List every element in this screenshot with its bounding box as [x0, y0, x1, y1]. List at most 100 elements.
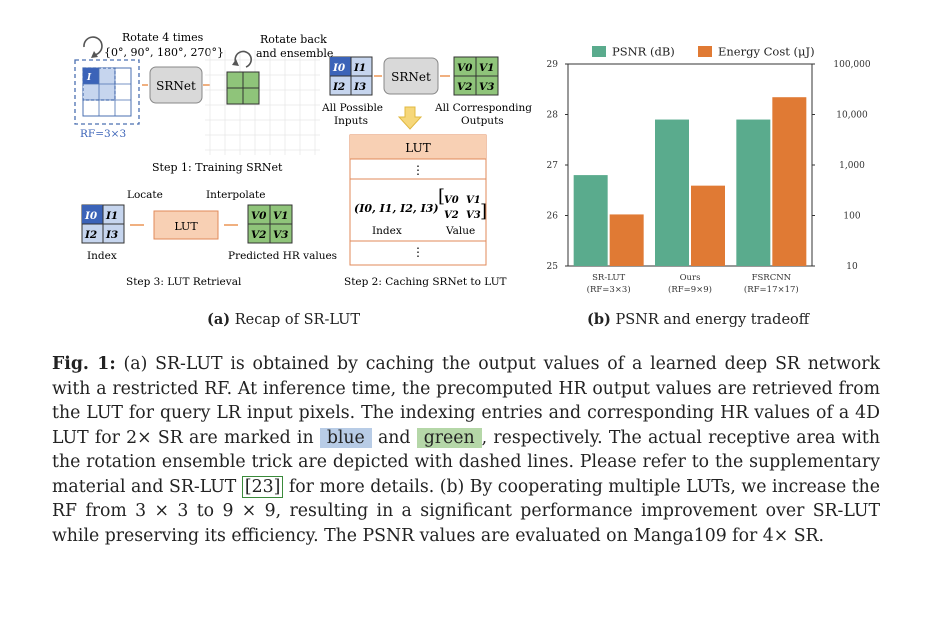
rotate-arrow-icon [83, 36, 103, 56]
i0-label: I [86, 73, 92, 83]
query-cell-1: I1 [105, 210, 118, 222]
psnr-energy-chart: 2526272829101001,00010,000100,000SR-LUT(… [547, 45, 871, 296]
caption-part3: for more details. (b) By cooperating mul… [52, 476, 880, 546]
input-patch-grid [74, 59, 140, 125]
matrix-bracket-right: ] [480, 201, 487, 222]
caption-part1: (a) SR-LUT is obtained by caching the ou… [52, 354, 880, 448]
left-tick-label: 29 [547, 60, 559, 70]
output-cell-0: V0 [457, 62, 473, 74]
subcaption-b-text: PSNR and energy tradeoff [615, 312, 810, 328]
figure-caption: Fig. 1: (a) SR-LUT is obtained by cachin… [52, 352, 880, 548]
lut-v1: V1 [466, 195, 481, 206]
query-index-grid [81, 204, 125, 244]
rotate-back-icon [234, 50, 252, 68]
left-tick-label: 28 [547, 111, 559, 121]
srnet-box-1 [149, 66, 203, 104]
input-cell-3: I3 [353, 81, 366, 93]
right-tick-label: 10 [846, 262, 858, 272]
caption-and: and [371, 427, 417, 448]
lut-dots-top: ⋮ [412, 163, 424, 177]
predicted-hr-label: Predicted HR values [228, 250, 337, 262]
all-corr-2: Outputs [461, 115, 504, 127]
step3-index-label: Index [87, 250, 117, 262]
lut-value-word: Value [445, 225, 475, 237]
category-label: Ours [680, 273, 701, 283]
output-cell-3: V3 [479, 81, 494, 93]
interpolate-label: Interpolate [206, 189, 265, 201]
rf-label: RF=3×3 [80, 128, 126, 140]
srnet-label-2: SRNet [391, 70, 431, 84]
query-cell-0: I0 [84, 210, 98, 222]
legend-label-1: Energy Cost (μJ) [718, 45, 815, 59]
query-cell-2: I2 [84, 229, 97, 241]
rotate4-title: Rotate 4 times [122, 31, 204, 44]
lut-table [349, 134, 487, 266]
energy-bar-2 [772, 97, 807, 266]
category-label: SR-LUT [592, 273, 625, 283]
hat-cell-0: V0 [251, 210, 267, 222]
psnr-bar-1 [655, 119, 689, 266]
srnet-label-1: SRNet [156, 79, 196, 93]
hat-cell-2: V2 [251, 229, 266, 241]
right-tick-label: 10,000 [836, 111, 868, 121]
right-tick-label: 1,000 [839, 161, 865, 171]
subcaption-a-tag: (a) [207, 311, 231, 328]
right-tick-label: 100 [843, 212, 860, 222]
all-corr-1: All Corresponding [434, 102, 532, 114]
all-inputs-grid [329, 56, 373, 96]
legend-swatch-0 [592, 46, 606, 57]
input-cell-2: I2 [332, 81, 345, 93]
citation-link[interactable]: [23] [241, 475, 284, 498]
lut-v0: V0 [444, 195, 459, 206]
psnr-bar-0 [573, 175, 608, 266]
query-cell-3: I3 [105, 229, 118, 241]
output-cell-2: V2 [457, 81, 472, 93]
lut-v3: V3 [466, 210, 481, 221]
lut-small-box [153, 210, 219, 240]
rotate-back-1: Rotate back [260, 33, 327, 46]
rotate-back-2: and ensemble [256, 47, 333, 60]
matrix-bracket-left: [ [438, 186, 445, 207]
hat-cell-3: V3 [273, 229, 288, 241]
sr-lut-diagram: Rotate 4 times {0°, 90°, 180°, 270°} I R… [74, 31, 532, 288]
step1-label: Step 1: Training SRNet [152, 161, 283, 174]
hat-cell-1: V1 [273, 210, 288, 222]
caption-part2: , respectively. The actual receptive are… [52, 427, 880, 497]
lut-small-label: LUT [174, 220, 198, 233]
lut-dots-bottom: ⋮ [412, 245, 424, 259]
lut-index-tuple: (I0, I1, I2, I3) [354, 202, 439, 215]
right-tick-label: 100,000 [833, 60, 870, 70]
step3-label: Step 3: LUT Retrieval [126, 276, 242, 288]
down-arrow-icon [397, 106, 423, 130]
input-cell-1: I1 [353, 62, 366, 74]
legend-swatch-1 [698, 46, 712, 57]
all-possible-1: All Possible [321, 102, 383, 114]
left-tick-label: 27 [547, 161, 559, 171]
all-possible-2: Inputs [334, 115, 368, 127]
subcaption-b-tag: (b) [587, 311, 611, 328]
left-tick-label: 25 [547, 262, 559, 272]
psnr-bar-2 [736, 119, 771, 266]
subcaption-a-text: Recap of SR-LUT [234, 312, 361, 328]
category-sublabel: (RF=9×9) [668, 284, 712, 295]
category-label: FSRCNN [752, 273, 792, 283]
subcaption-a: (a) Recap of SR-LUT [207, 311, 360, 328]
lut-v2: V2 [444, 210, 459, 221]
energy-bar-1 [691, 185, 725, 266]
input-cell-0: I0 [332, 62, 346, 74]
figure-label: Fig. 1: [52, 354, 116, 374]
all-outputs-grid [453, 56, 499, 96]
caption-blue-highlight: blue [319, 427, 372, 448]
output-cell-1: V1 [479, 62, 494, 74]
lut-index-word: Index [372, 225, 402, 237]
caption-green-highlight: green [416, 427, 482, 448]
srnet-box-2 [383, 57, 439, 95]
energy-bar-0 [609, 214, 644, 266]
legend-label-0: PSNR (dB) [612, 45, 675, 59]
predicted-hr-grid [247, 204, 293, 244]
rotate4-angles: {0°, 90°, 180°, 270°} [104, 46, 224, 59]
category-sublabel: (RF=3×3) [587, 284, 631, 295]
locate-label: Locate [127, 189, 163, 201]
left-tick-label: 26 [547, 212, 559, 222]
category-sublabel: (RF=17×17) [744, 284, 799, 295]
